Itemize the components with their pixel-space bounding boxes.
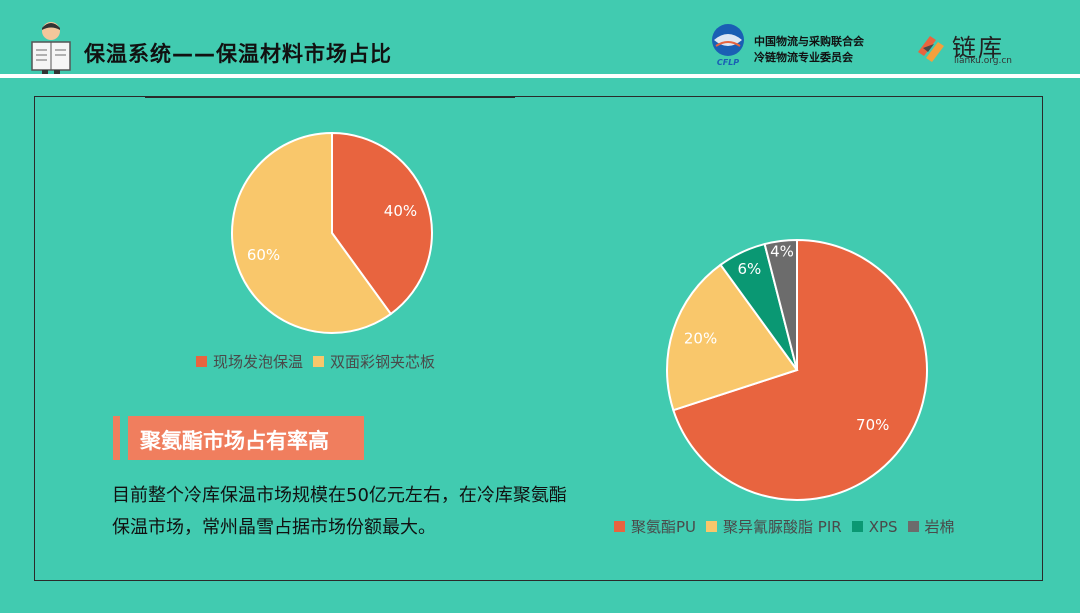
pie2-legend-item-1: 聚异氰脲酸脂 PIR — [706, 516, 842, 537]
pie1-legend-swatch-1 — [313, 356, 325, 367]
pie2-legend-swatch-3 — [907, 521, 919, 532]
reader-avatar-icon — [31, 22, 71, 76]
org-line2: 冷链物流专业委员会 — [754, 51, 853, 64]
pie1-label-1: 60% — [247, 246, 280, 264]
pie1-legend-swatch-0 — [196, 356, 207, 367]
pie-chart-2-legend: 聚氨酯PU 聚异氰脲酸脂 PIR XPS 岩棉 — [614, 516, 965, 537]
highlight-body: 目前整个冷库保温市场规模在50亿元左右，在冷库聚氨酯保温市场，常州晶雪占据市场份… — [112, 485, 567, 538]
pie2-label-3: 4% — [770, 242, 794, 260]
pie2-legend-item-3: 岩棉 — [907, 516, 955, 537]
pie2-legend-item-0: 聚氨酯PU — [614, 516, 696, 537]
pie1-legend-item-1: 双面彩钢夹芯板 — [313, 351, 435, 372]
pie1-slice-1 — [231, 131, 393, 334]
highlight-box — [128, 416, 364, 460]
panel-top-accent — [145, 96, 515, 98]
cflp-text: CFLP — [717, 58, 739, 67]
pie2-slice-1 — [666, 263, 799, 412]
highlight-heading: 聚氨酯市场占有率高 — [140, 429, 329, 453]
pie2-label-2: 6% — [737, 260, 761, 278]
lianku-name: 链库 — [952, 34, 1004, 62]
org-name: 中国物流与采购联合会 冷链物流专业委员会 — [754, 34, 864, 66]
header-bar: 保温系统——保温材料市场占比 CFLP 中国物流与采购联合会 冷链物流专业委员会… — [0, 0, 1080, 80]
pie2-legend-label-0: 聚氨酯PU — [631, 518, 697, 536]
pie1-legend-label-1: 双面彩钢夹芯板 — [330, 353, 436, 371]
lianku-logo-icon — [918, 36, 944, 62]
pie2-slice-0 — [672, 238, 928, 501]
pie-chart-1: 40% 60% — [231, 131, 433, 334]
page-title: 保温系统——保温材料市场占比 — [84, 42, 392, 66]
pie2-legend-label-1: 聚异氰脲酸脂 PIR — [723, 518, 842, 536]
content-panel — [34, 96, 1043, 581]
pie1-slice-0 — [331, 131, 433, 316]
pie2-legend-label-3: 岩棉 — [924, 518, 955, 536]
pie1-legend-item-0: 现场发泡保温 — [196, 351, 303, 372]
highlight-accent-bar — [113, 416, 120, 460]
pie2-legend-swatch-1 — [706, 521, 718, 532]
header-divider — [0, 74, 1080, 78]
pie2-legend-swatch-0 — [614, 521, 625, 532]
pie1-legend-label-0: 现场发泡保温 — [213, 353, 304, 371]
pie-chart-1-legend: 现场发泡保温 双面彩钢夹芯板 — [196, 351, 445, 372]
pie2-label-1: 20% — [684, 330, 717, 348]
pie1-label-0: 40% — [384, 202, 417, 220]
pie2-label-0: 70% — [856, 416, 889, 434]
pie-chart-2: 70% 20% 6% 4% — [666, 238, 928, 501]
org-line1: 中国物流与采购联合会 — [754, 35, 864, 48]
pie2-legend-swatch-2 — [851, 521, 863, 532]
pie2-legend-label-2: XPS — [868, 517, 898, 536]
pie2-legend-item-2: XPS — [851, 517, 898, 536]
cflp-logo-icon: CFLP — [712, 24, 744, 67]
lianku-url: lianku.org.cn — [954, 56, 1012, 66]
pie2-slice-3 — [763, 238, 798, 371]
